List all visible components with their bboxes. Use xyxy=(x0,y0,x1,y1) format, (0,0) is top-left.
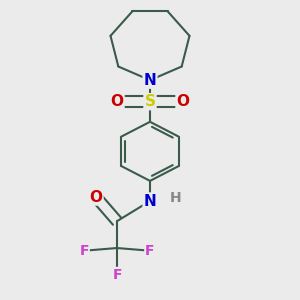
Text: S: S xyxy=(145,94,155,109)
Text: F: F xyxy=(112,268,122,282)
Text: O: O xyxy=(176,94,190,109)
Text: N: N xyxy=(144,194,156,208)
Text: F: F xyxy=(79,244,89,258)
Text: N: N xyxy=(144,73,156,88)
Text: H: H xyxy=(170,191,181,205)
Text: F: F xyxy=(145,244,155,258)
Text: O: O xyxy=(89,190,103,205)
Text: O: O xyxy=(110,94,124,109)
